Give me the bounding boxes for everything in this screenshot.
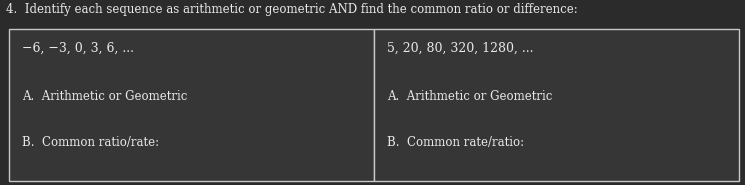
Text: −6, −3, 0, 3, 6, ...: −6, −3, 0, 3, 6, ... xyxy=(22,42,134,55)
FancyBboxPatch shape xyxy=(9,29,374,181)
Text: B.  Common rate/ratio:: B. Common rate/ratio: xyxy=(387,136,524,149)
Text: A.  Arithmetic or Geometric: A. Arithmetic or Geometric xyxy=(22,90,188,103)
Text: 5, 20, 80, 320, 1280, ...: 5, 20, 80, 320, 1280, ... xyxy=(387,42,534,55)
Text: B.  Common ratio/rate:: B. Common ratio/rate: xyxy=(22,136,159,149)
FancyBboxPatch shape xyxy=(374,29,739,181)
Text: 4.  Identify each sequence as arithmetic or geometric AND find the common ratio : 4. Identify each sequence as arithmetic … xyxy=(6,3,577,16)
Text: A.  Arithmetic or Geometric: A. Arithmetic or Geometric xyxy=(387,90,553,103)
